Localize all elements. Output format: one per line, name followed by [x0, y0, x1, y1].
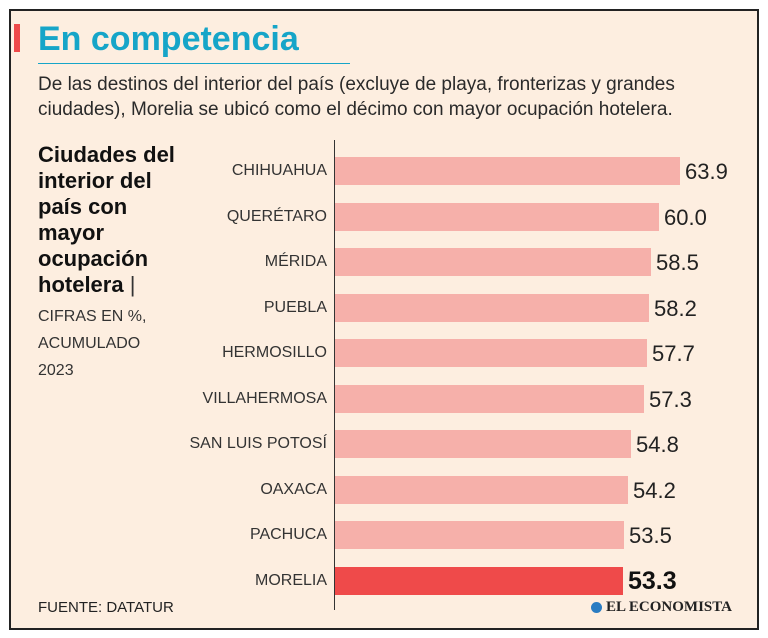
bar: [335, 566, 623, 595]
category-label: PACHUCA: [249, 526, 327, 543]
bar: [335, 430, 631, 458]
bar: [335, 521, 624, 549]
data-label: 54.8: [636, 432, 679, 457]
data-label: 53.5: [629, 523, 672, 548]
data-label: 53.3: [628, 566, 677, 595]
category-label: OAXACA: [260, 480, 327, 498]
bar: [335, 157, 680, 185]
data-label: 54.2: [633, 477, 676, 503]
category-label: MÉRIDA: [264, 253, 327, 270]
data-label: 58.5: [656, 250, 699, 275]
data-label: 60.0: [664, 204, 707, 230]
side-heading: Ciudades del interior del país con mayor…: [38, 142, 188, 298]
chart-title: En competencia: [38, 20, 299, 58]
bar: [335, 202, 659, 231]
data-label: 63.9: [685, 159, 728, 184]
side-heading-pipe: |: [129, 272, 136, 297]
title-underline: [38, 63, 350, 64]
side-heading-text: Ciudades del interior del país con mayor…: [38, 142, 175, 297]
bar: [335, 248, 651, 276]
category-label: MORELIA: [254, 571, 327, 589]
source-note: FUENTE: DATATUR: [38, 599, 174, 616]
brand-name: EL ECONOMISTA: [606, 599, 732, 615]
title-accent-bar: [14, 24, 20, 52]
chart-subtitle: De las destinos del interior del país (e…: [38, 74, 675, 120]
category-label: HERMOSILLO: [222, 344, 327, 361]
bar: [335, 475, 628, 504]
category-label: PUEBLA: [263, 298, 327, 316]
bar: [335, 293, 649, 322]
brand-dot-icon: [591, 602, 602, 613]
brand-logo: EL ECONOMISTA: [591, 599, 732, 616]
category-label: QUERÉTARO: [226, 207, 327, 225]
side-note: CIFRAS EN %, ACUMULADO 2023: [38, 308, 147, 379]
bar: [335, 384, 644, 413]
y-axis-line: [334, 140, 335, 610]
data-label: 57.3: [649, 386, 692, 412]
bar: [335, 339, 647, 367]
category-label: VILLAHERMOSA: [202, 389, 327, 407]
category-label: CHIHUAHUA: [231, 162, 327, 179]
data-label: 57.7: [652, 341, 695, 366]
data-label: 58.2: [654, 295, 697, 321]
category-label: SAN LUIS POTOSÍ: [189, 435, 327, 452]
